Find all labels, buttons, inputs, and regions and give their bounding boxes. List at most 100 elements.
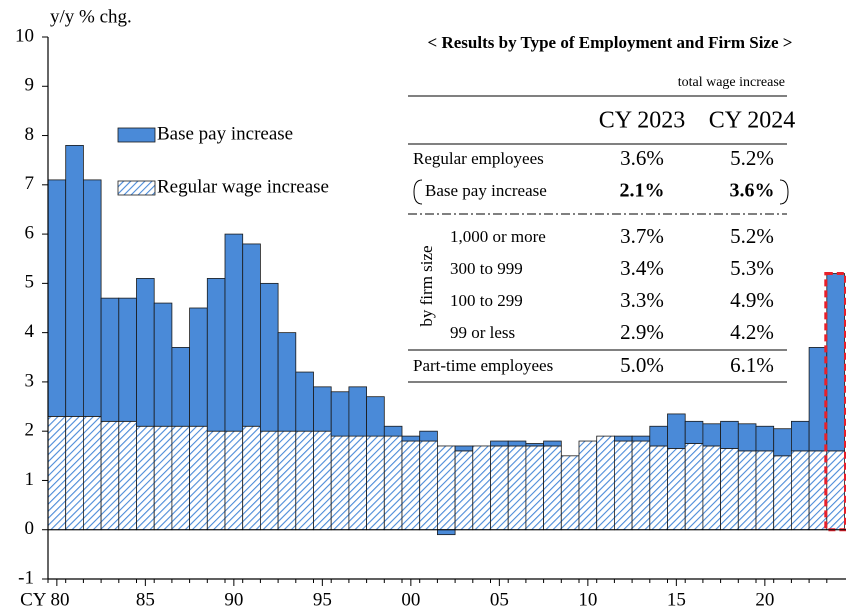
row-label: 100 to 299 (450, 291, 523, 310)
bar-segment (791, 450, 810, 531)
cell-value: 3.3% (620, 288, 664, 312)
bar-segment (330, 391, 350, 437)
y-tick-label: 1 (25, 469, 35, 490)
y-tick-label: -1 (18, 567, 34, 588)
x-tick-label: 20 (755, 589, 774, 610)
y-axis-label: y/y % chg. (50, 6, 132, 27)
bar-segment (65, 144, 84, 417)
bar-segment (348, 386, 367, 437)
bar-segment (614, 435, 633, 442)
x-tick-label: 85 (136, 589, 155, 610)
bar-segment (47, 415, 67, 531)
bar-segment (507, 440, 527, 447)
bar-segment (490, 445, 509, 531)
row-label: Base pay increase (425, 181, 547, 200)
bar-segment (206, 430, 226, 531)
row-label: 1,000 or more (450, 227, 546, 246)
bar-segment (720, 420, 739, 449)
cell-value: 3.4% (620, 256, 664, 280)
bar-segment (755, 425, 775, 452)
y-tick-label: 3 (25, 370, 35, 391)
bar-segment (631, 440, 651, 531)
row-label: 300 to 999 (450, 259, 523, 278)
bar-segment (490, 440, 509, 447)
bar-segment (65, 415, 84, 531)
row-label: Regular employees (413, 149, 544, 168)
cell-value: 5.0% (620, 353, 664, 377)
bar-segment (313, 386, 332, 432)
y-tick-label: 9 (25, 75, 35, 96)
cell-value: 4.2% (730, 320, 774, 344)
bar-segment (330, 435, 350, 531)
y-tick-label: 7 (25, 173, 35, 194)
bar-segment (136, 278, 155, 427)
bar-segment (560, 455, 580, 531)
inset-title: < Results by Type of Employment and Firm… (428, 33, 793, 52)
bar-segment (826, 273, 845, 452)
bracket (779, 179, 789, 205)
bar-segment (295, 371, 314, 432)
y-tick-label: 0 (25, 518, 35, 539)
column-header: CY 2024 (709, 108, 795, 134)
bar-segment (366, 435, 385, 531)
bar-segment (189, 307, 208, 427)
bar-segment (436, 445, 456, 531)
bar-segment (702, 445, 722, 531)
bar-segment (454, 450, 474, 531)
bar-segment (153, 425, 173, 531)
bar-segment (702, 423, 722, 447)
bar-segment (242, 425, 261, 531)
bar-segment (543, 440, 562, 447)
cell-value: 3.6% (730, 180, 775, 202)
cell-value: 5.2% (730, 224, 774, 248)
bar-segment (808, 450, 828, 531)
bar-segment (401, 435, 421, 442)
bar-segment (83, 415, 102, 531)
bar-segment (578, 440, 598, 531)
column-header: CY 2023 (599, 108, 685, 134)
bar-segment (614, 440, 633, 531)
legend-swatch (117, 127, 156, 143)
bar-segment (808, 347, 828, 452)
x-tick-label: 05 (490, 589, 509, 610)
table-note: total wage increase (678, 75, 785, 90)
y-tick-label: 5 (25, 272, 35, 293)
group-label: by firm size (417, 245, 436, 326)
bar-segment (525, 445, 545, 531)
bar-segment (100, 420, 120, 531)
bar-segment (136, 425, 155, 531)
cell-value: 2.9% (620, 320, 664, 344)
bar-segment (313, 430, 332, 531)
bar-segment (206, 278, 226, 432)
bar-segment (631, 435, 651, 442)
legend-swatch (117, 180, 156, 196)
y-tick-label: 6 (25, 222, 35, 243)
legend-label: Regular wage increase (157, 176, 329, 197)
cell-value: 5.3% (730, 256, 774, 280)
bar-segment (436, 529, 456, 536)
bar-segment (100, 297, 120, 422)
cell-value: 6.1% (730, 353, 774, 377)
bar-segment (791, 420, 810, 452)
bar-segment (383, 425, 403, 437)
legend-label: Base pay increase (157, 123, 293, 144)
cell-value: 5.2% (730, 146, 774, 170)
bar-segment (189, 425, 208, 531)
bar-segment (543, 445, 562, 531)
bar-segment (277, 430, 297, 531)
bar-segment (826, 450, 845, 531)
bar-segment (171, 347, 190, 427)
inset-table: total wage increase CY 2023 CY 2024 Regular… (406, 68, 795, 383)
y-tick-label: 10 (15, 25, 34, 46)
plot-area (47, 144, 846, 536)
table-bg (406, 68, 788, 380)
bar-segment (684, 420, 704, 444)
row-label: Part-time employees (413, 356, 553, 375)
x-tick-label: 10 (578, 589, 597, 610)
x-tick-label: 00 (401, 589, 420, 610)
bar-segment (419, 430, 438, 442)
cell-value: 3.7% (620, 224, 664, 248)
x-tick-label: 95 (313, 589, 332, 610)
y-tick-label: 4 (25, 321, 35, 342)
